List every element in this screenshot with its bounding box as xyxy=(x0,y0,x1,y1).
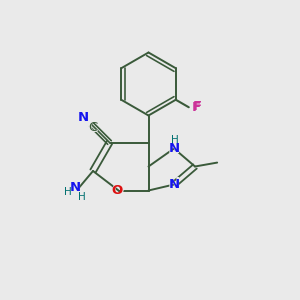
Text: N: N xyxy=(168,142,180,155)
Text: N: N xyxy=(69,181,80,194)
Text: O: O xyxy=(111,184,123,197)
Text: F: F xyxy=(192,101,201,114)
Text: H: H xyxy=(63,186,73,199)
Text: O: O xyxy=(111,183,123,198)
Text: F: F xyxy=(192,99,202,114)
Text: H: H xyxy=(76,190,86,203)
Text: C: C xyxy=(88,120,98,135)
Text: N: N xyxy=(168,141,180,156)
Text: F: F xyxy=(193,100,202,113)
Text: H: H xyxy=(170,134,180,147)
Text: H: H xyxy=(64,187,72,197)
Text: N: N xyxy=(78,111,89,124)
Text: H: H xyxy=(171,135,179,145)
Text: N: N xyxy=(168,178,180,191)
Text: H: H xyxy=(78,192,86,202)
Text: N: N xyxy=(77,110,90,125)
Text: N: N xyxy=(168,177,180,192)
Text: N: N xyxy=(69,179,81,194)
Text: C: C xyxy=(88,121,98,134)
Text: F: F xyxy=(191,100,201,115)
